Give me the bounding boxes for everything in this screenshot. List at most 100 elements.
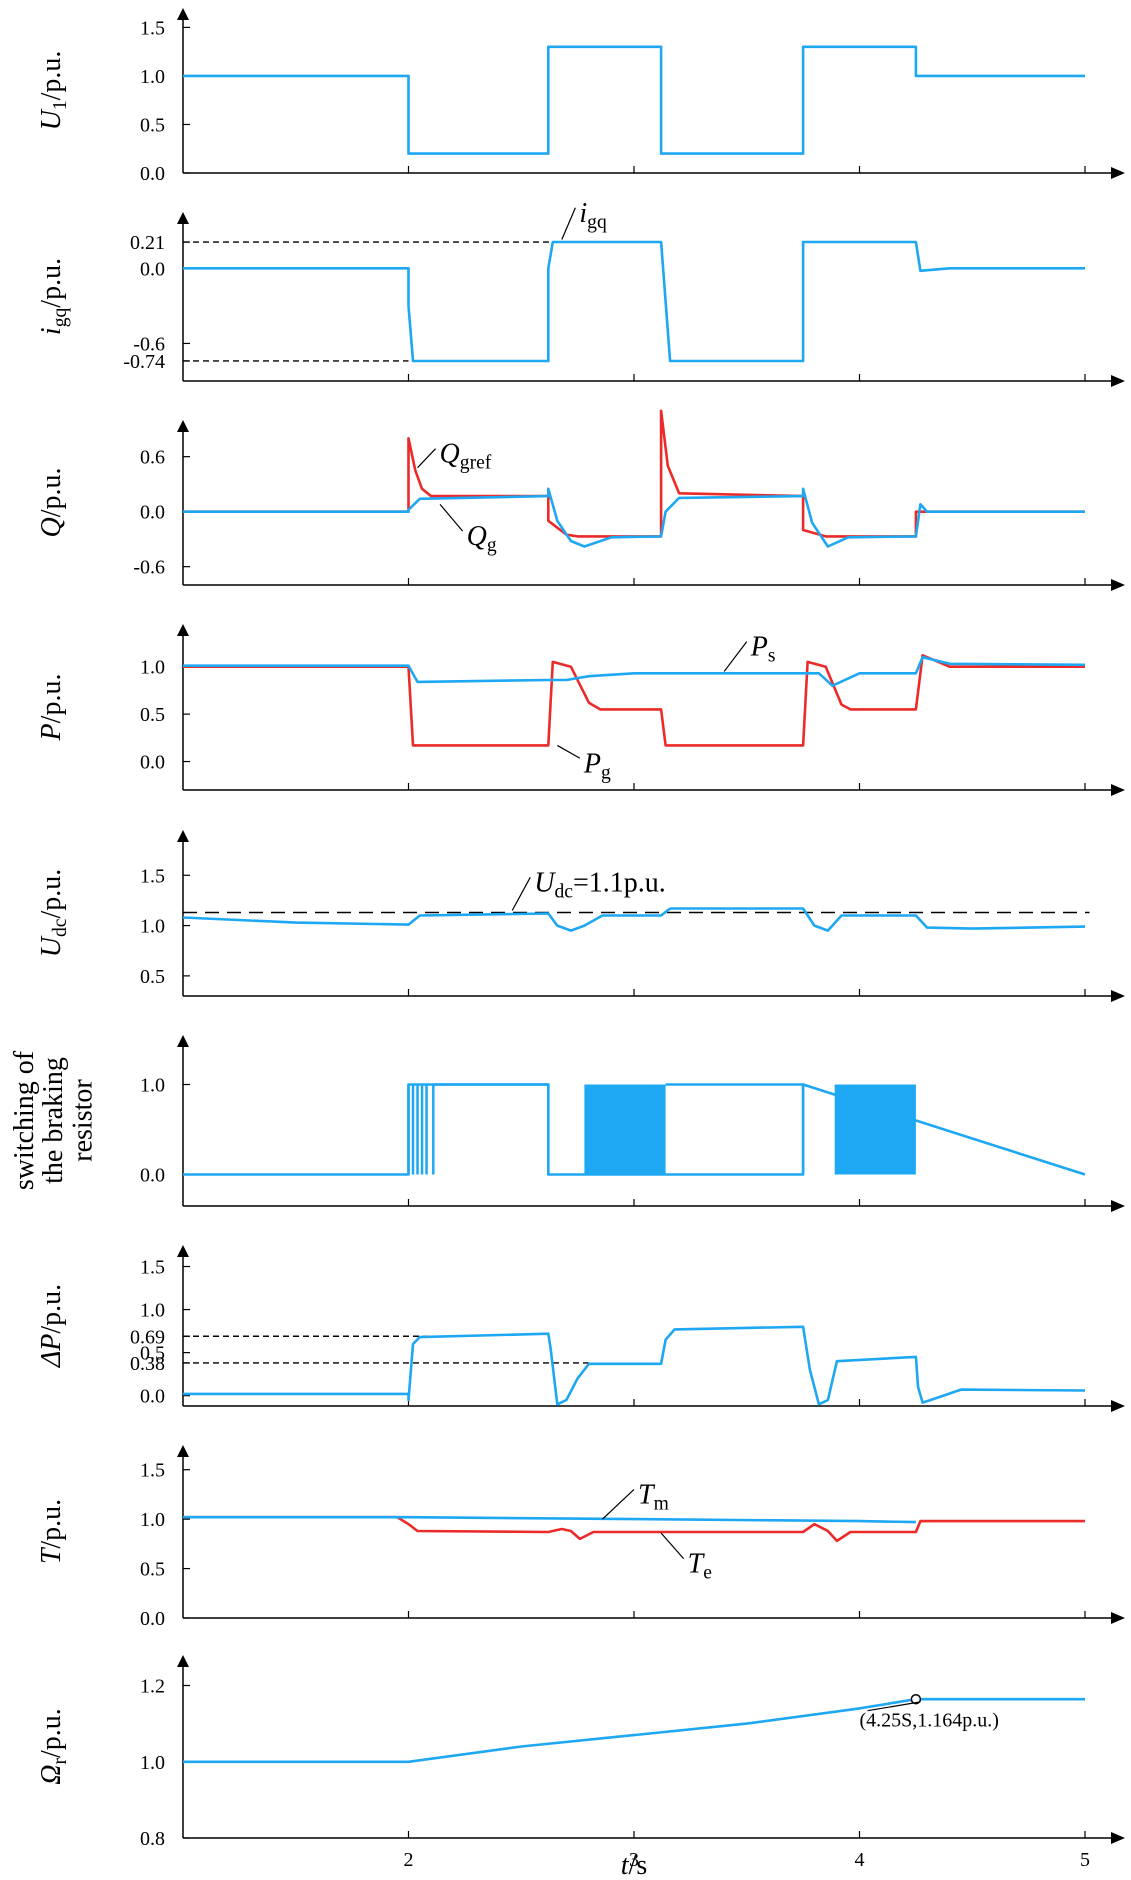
x-axis-arrow bbox=[1111, 784, 1125, 796]
y-tick-label: 1.5 bbox=[140, 1460, 165, 1482]
series-line-blue bbox=[183, 487, 1085, 548]
switching-step bbox=[433, 1083, 550, 1175]
y-tick-label: 1.0 bbox=[140, 1300, 165, 1322]
y-axis-label: T/p.u. bbox=[36, 1499, 67, 1564]
series-line-blue bbox=[183, 1515, 916, 1524]
annotation-leader bbox=[660, 1532, 685, 1559]
y-tick-label: -0.6 bbox=[133, 333, 165, 355]
x-axis-arrow bbox=[1111, 1832, 1125, 1844]
x-axis-arrow bbox=[1111, 990, 1125, 1002]
panel-3: 0.6 0.0 -0.6 Q/p.u. Qgref Qg bbox=[36, 409, 1125, 591]
series-line-red bbox=[183, 409, 1085, 538]
series-line-blue bbox=[183, 45, 1085, 155]
series-line-blue bbox=[183, 1325, 1086, 1406]
panel-8: 1.5 1.0 0.5 0.0 T/p.u. Tm Te bbox=[36, 1445, 1125, 1630]
x-tick-label: 4 bbox=[855, 1849, 865, 1871]
annotation-leader bbox=[561, 207, 576, 240]
panel-9: 1.2 1.0 0.8 2 3 4 5 Ωr/p.u. (4.25S,1.164p.u.) t/s bbox=[36, 1655, 1125, 1880]
x-tick-label: 3 bbox=[629, 1849, 639, 1871]
y-tick-label: 0.38 bbox=[130, 1353, 165, 1375]
annotation-label: Qgref bbox=[440, 439, 492, 474]
y-tick-label: 1.5 bbox=[140, 865, 165, 887]
x-axis-arrow bbox=[1111, 1612, 1125, 1624]
y-tick-label: 1.0 bbox=[140, 657, 165, 679]
annotation-label: Qg bbox=[467, 521, 497, 556]
y-tick-label: 1.5 bbox=[140, 1257, 165, 1279]
x-axis-arrow bbox=[1111, 167, 1125, 179]
y-tick-label: 0.8 bbox=[140, 1828, 165, 1850]
y-axis-label: Q/p.u. bbox=[36, 467, 67, 537]
annotation-label: Tm bbox=[638, 1479, 669, 1514]
y-axis-label: Ωr/p.u. bbox=[36, 1708, 71, 1785]
y-tick-label: 0.0 bbox=[140, 752, 165, 774]
y-tick-label: 1.2 bbox=[140, 1676, 165, 1698]
x-axis-arrow bbox=[1111, 579, 1125, 591]
y-tick-label: 0.0 bbox=[140, 1386, 165, 1408]
series-line-red bbox=[183, 1515, 1085, 1543]
x-axis-arrow bbox=[1111, 1200, 1125, 1212]
series-line-blue bbox=[183, 1083, 1086, 1176]
annotation-label: Pg bbox=[583, 748, 611, 783]
y-axis-arrow bbox=[177, 830, 189, 842]
y-tick-label: 1.0 bbox=[140, 1509, 165, 1531]
y-tick-label: 0.5 bbox=[140, 966, 165, 988]
series-line-blue bbox=[183, 1697, 1085, 1764]
annotation-leader bbox=[867, 1701, 921, 1712]
series-line-blue bbox=[183, 655, 1086, 687]
y-tick-label: 1.5 bbox=[140, 17, 165, 39]
y-tick-label: 0.5 bbox=[140, 704, 165, 726]
series-line-red bbox=[183, 654, 1085, 747]
y-axis-label: switching ofthe brakingresistor bbox=[9, 1050, 99, 1190]
annotation-leader bbox=[602, 1488, 635, 1520]
y-axis-label: P/p.u. bbox=[36, 674, 67, 742]
y-axis-label: Udc/p.u. bbox=[36, 869, 71, 958]
annotation-label: Udc=1.1p.u. bbox=[534, 867, 666, 902]
switching-band bbox=[584, 1084, 666, 1175]
y-axis-arrow bbox=[177, 8, 189, 20]
series-line-blue bbox=[183, 240, 1085, 363]
y-axis-label: U1/p.u. bbox=[36, 51, 71, 131]
y-tick-label: 0.0 bbox=[140, 1165, 165, 1187]
y-tick-label: 0.5 bbox=[140, 1343, 165, 1365]
panel-1: 1.5 1.0 0.5 0.0 U1/p.u. bbox=[36, 8, 1125, 185]
annotation-leader bbox=[511, 877, 531, 911]
y-tick-label: 0.21 bbox=[130, 232, 165, 254]
y-tick-label: 0.0 bbox=[140, 1608, 165, 1630]
annotation-label: Ps bbox=[750, 632, 776, 667]
annotation-label: (4.25S,1.164p.u.) bbox=[860, 1710, 999, 1732]
y-tick-label: 0.0 bbox=[140, 163, 165, 185]
y-axis-arrow bbox=[177, 212, 189, 224]
y-axis-label: igq/p.u. bbox=[36, 258, 71, 335]
x-axis-arrow bbox=[1111, 1400, 1125, 1412]
y-axis-arrow bbox=[177, 420, 189, 432]
annotation-leader bbox=[417, 448, 436, 469]
y-tick-label: 1.0 bbox=[140, 916, 165, 938]
annotation-label: Te bbox=[688, 1549, 713, 1584]
y-tick-label: -0.6 bbox=[133, 557, 165, 579]
annotation-leader bbox=[723, 641, 748, 672]
panel-6: 1.0 0.0 switching ofthe brakingresistor bbox=[9, 1035, 1125, 1212]
x-axis-arrow bbox=[1111, 375, 1125, 387]
annotation-leader bbox=[439, 503, 464, 532]
switching-step bbox=[665, 1083, 805, 1175]
x-axis-label: t/s bbox=[621, 1850, 647, 1880]
y-tick-label: 1.0 bbox=[140, 1075, 165, 1097]
panel-4: 1.0 0.5 0.0 P/p.u. Ps Pg bbox=[36, 624, 1125, 796]
y-axis-arrow bbox=[177, 1035, 189, 1047]
y-axis-arrow bbox=[177, 1445, 189, 1457]
y-tick-label: 0.6 bbox=[140, 447, 165, 469]
x-tick-label: 5 bbox=[1080, 1849, 1090, 1871]
y-axis-arrow bbox=[177, 1655, 189, 1667]
panel-7: 1.5 1.0 0.690.50.38 0.0 ΔP/p.u. bbox=[36, 1245, 1125, 1412]
y-tick-label: 1.0 bbox=[140, 66, 165, 88]
data-marker bbox=[910, 1693, 922, 1705]
y-tick-label: 1.0 bbox=[140, 1752, 165, 1774]
panel-5: 1.5 1.0 0.5 Udc/p.u. Udc=1.1p.u. bbox=[36, 830, 1125, 1002]
y-axis-arrow bbox=[177, 624, 189, 636]
panel-2: 0.21 0.0 -0.6-0.74 igq/p.u. igq bbox=[36, 198, 1125, 387]
annotation-label: igq bbox=[579, 198, 607, 233]
y-tick-label: 0.0 bbox=[140, 258, 165, 280]
y-axis-arrow bbox=[177, 1245, 189, 1257]
y-tick-label: 0.5 bbox=[140, 1559, 165, 1581]
